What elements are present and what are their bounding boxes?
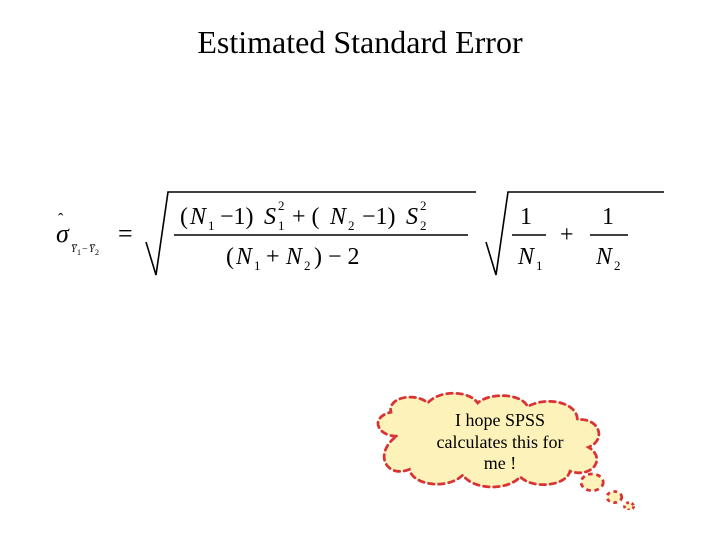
- svg-text:2: 2: [278, 198, 285, 213]
- svg-text:2: 2: [614, 258, 621, 273]
- svg-text:2: 2: [420, 198, 427, 213]
- svg-text:2: 2: [348, 218, 355, 233]
- svg-text:ˆ: ˆ: [58, 211, 64, 228]
- svg-text:1: 1: [77, 248, 81, 257]
- svg-text:2: 2: [420, 218, 427, 233]
- svg-text:2: 2: [304, 258, 311, 273]
- svg-text:−: −: [82, 244, 88, 255]
- svg-text:2: 2: [95, 248, 99, 257]
- svg-text:S: S: [406, 204, 418, 230]
- svg-text:1: 1: [208, 218, 215, 233]
- svg-text:1: 1: [254, 258, 261, 273]
- svg-text:N: N: [329, 204, 348, 230]
- svg-text:−1): −1): [362, 204, 396, 230]
- svg-text:1: 1: [536, 258, 543, 273]
- svg-text:+: +: [560, 222, 574, 248]
- page-title: Estimated Standard Error: [0, 24, 720, 61]
- formula: σ ˆ Y̅ 1 − Y̅ 2 = ( N 1 −1) S 1 2 + ( N …: [56, 180, 676, 290]
- thought-line-2: calculates this for: [437, 432, 564, 452]
- svg-text:1: 1: [278, 218, 285, 233]
- svg-text:(: (: [180, 204, 188, 230]
- svg-text:(: (: [226, 244, 234, 270]
- thought-bubble-text: I hope SPSS calculates this for me !: [420, 410, 580, 475]
- thought-line-1: I hope SPSS: [455, 410, 545, 430]
- svg-text:N: N: [235, 244, 254, 270]
- svg-text:N: N: [189, 204, 208, 230]
- svg-text:S: S: [264, 204, 276, 230]
- svg-text:=: =: [118, 219, 133, 248]
- svg-text:N: N: [595, 244, 614, 270]
- svg-text:1: 1: [520, 204, 532, 230]
- thought-line-3: me !: [484, 453, 516, 473]
- svg-text:−1): −1): [220, 204, 254, 230]
- svg-text:+ (: + (: [292, 204, 320, 230]
- svg-text:) − 2: ) − 2: [314, 244, 360, 270]
- svg-text:1: 1: [602, 204, 614, 230]
- svg-text:N: N: [517, 244, 536, 270]
- svg-text:+: +: [266, 244, 280, 270]
- svg-text:N: N: [285, 244, 304, 270]
